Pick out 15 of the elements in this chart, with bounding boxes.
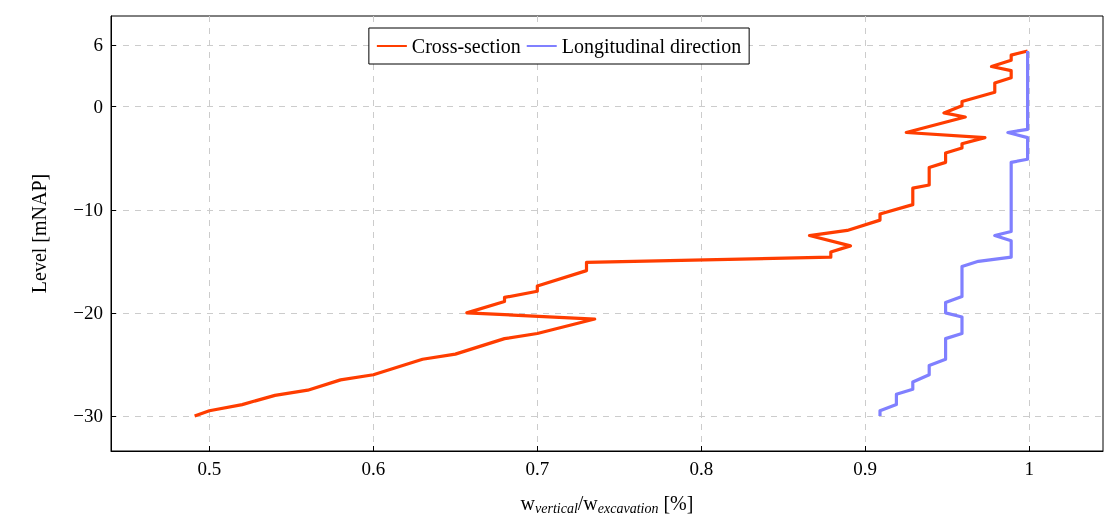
legend-label: Cross-section [411, 35, 521, 57]
x-tick-label: 0.6 [361, 458, 386, 479]
y-tick-label: −20 [73, 302, 103, 324]
line-series [878, 49, 1030, 418]
x-tick-label: 0.5 [197, 458, 222, 479]
y-tick-label: 6 [93, 34, 103, 56]
y-tick-label: −10 [73, 199, 103, 221]
x-tick-label: 1 [1024, 458, 1034, 479]
y-axis-title: Level [mNAP] [28, 173, 50, 294]
x-tick-label: 0.7 [525, 458, 550, 479]
legend-label: Longitudinal direction [561, 35, 742, 58]
y-tick-label: 0 [93, 96, 103, 118]
x-tick-label: 0.8 [689, 458, 714, 479]
x-tick-label: 0.9 [853, 458, 878, 479]
y-tick-label: −30 [73, 405, 103, 427]
